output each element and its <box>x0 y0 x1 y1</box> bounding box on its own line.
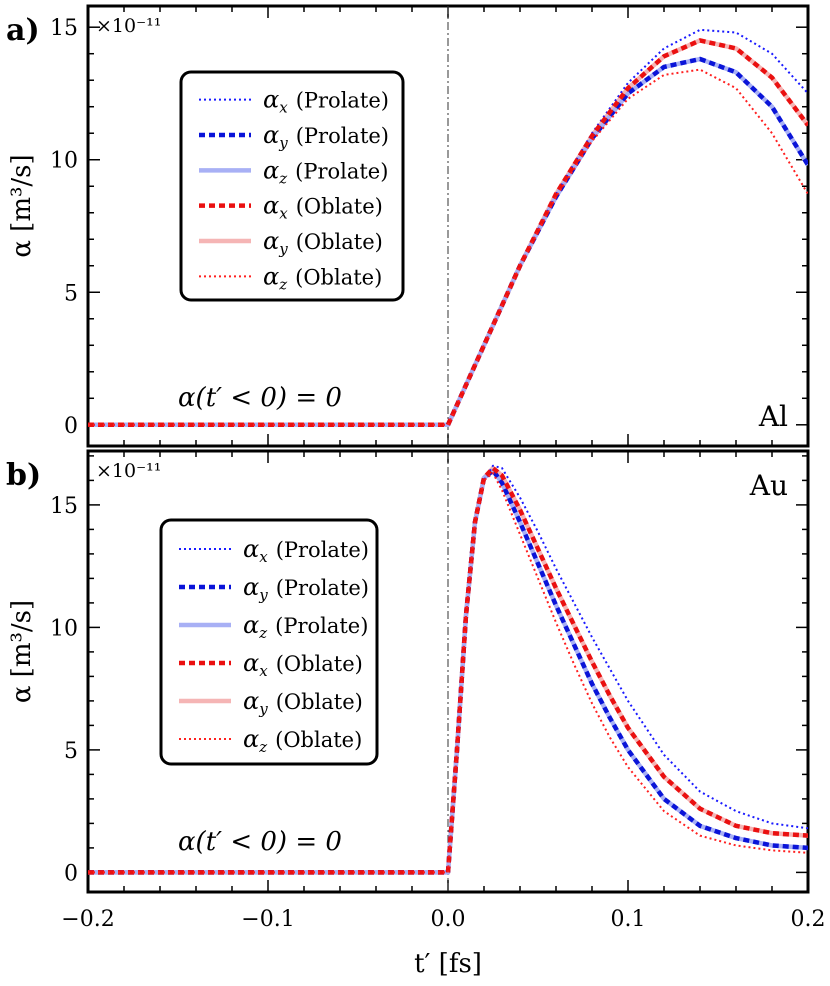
series-line-x-oblate <box>88 38 808 428</box>
legend-shape: (Oblate) <box>296 195 383 219</box>
y-tick-label: 5 <box>64 281 78 306</box>
legend-symbol: α <box>243 535 259 563</box>
legend-subscript: z <box>278 169 287 187</box>
series-lines <box>88 28 808 428</box>
legend-entry: αz (Prolate) <box>263 156 388 187</box>
legend-symbol: α <box>263 192 279 220</box>
y-tick-label: 10 <box>50 149 78 174</box>
legend-subscript: x <box>279 99 288 117</box>
legend-entry: αz (Oblate) <box>263 262 382 293</box>
legend-entry: αz (Oblate) <box>243 725 362 756</box>
legend-entry: αy (Oblate) <box>263 227 383 258</box>
x-axis-label: t′ [fs] <box>414 949 482 979</box>
legend-subscript: x <box>259 548 268 566</box>
legend-symbol: α <box>263 227 279 255</box>
annotation: α(t′ < 0) = 0 <box>178 383 342 413</box>
legend-symbol: α <box>243 687 259 715</box>
legend-subscript: x <box>279 205 288 223</box>
legend-subscript: z <box>258 738 267 756</box>
legend-shape: (Prolate) <box>275 614 368 638</box>
series-lines <box>88 464 808 875</box>
x-tick-label: 0.2 <box>791 907 826 932</box>
legend-symbol: α <box>243 649 259 677</box>
legend-subscript: z <box>278 275 287 293</box>
legend-symbol: α <box>243 611 259 639</box>
series-line-z-oblate <box>88 68 808 426</box>
legend-shape: (Oblate) <box>275 728 362 752</box>
series-line-x-oblate <box>88 465 808 875</box>
legend-subscript: y <box>258 700 268 718</box>
legend-entry: αy (Prolate) <box>263 121 389 152</box>
metal-label: Au <box>749 469 788 502</box>
legend-symbol: α <box>263 86 279 114</box>
y-tick-label: 0 <box>64 861 78 886</box>
legend-shape: (Oblate) <box>276 690 363 714</box>
legend-shape: (Oblate) <box>296 230 383 254</box>
legend-subscript: z <box>258 624 267 642</box>
legend-shape: (Prolate) <box>276 538 369 562</box>
legend-entry: αx (Oblate) <box>263 192 383 223</box>
y-scale-label: ×10⁻¹¹ <box>96 15 161 37</box>
legend: αx (Prolate)αy (Prolate)αz (Prolate)αx (Obla… <box>179 70 405 302</box>
annotation: α(t′ < 0) = 0 <box>178 827 342 857</box>
x-tick-label: −0.2 <box>61 907 114 932</box>
legend-entry: αy (Oblate) <box>243 687 363 718</box>
y-axis-label: α [m³/s] <box>7 600 37 703</box>
legend-symbol: α <box>243 725 259 753</box>
y-tick-label: 10 <box>50 616 78 641</box>
legend-entry: αx (Oblate) <box>243 649 363 680</box>
y-tick-label: 0 <box>64 414 78 439</box>
legend: αx (Prolate)αy (Prolate)αz (Prolate)αx (Obla… <box>159 518 379 766</box>
legend-shape: (Oblate) <box>276 652 363 676</box>
legend-shape: (Prolate) <box>276 576 369 600</box>
panel-label: a) <box>6 13 40 48</box>
legend-subscript: y <box>278 240 288 258</box>
legend-shape: (Prolate) <box>296 89 389 113</box>
legend-subscript: x <box>259 662 268 680</box>
metal-label: Al <box>758 400 788 433</box>
y-scale-label: ×10⁻¹¹ <box>96 460 161 482</box>
y-tick-label: 15 <box>50 494 78 519</box>
legend-entry: αx (Prolate) <box>263 86 389 117</box>
legend-subscript: y <box>258 586 268 604</box>
legend-symbol: α <box>263 262 279 290</box>
legend-subscript: y <box>278 134 288 152</box>
y-tick-label: 5 <box>64 739 78 764</box>
legend-entry: αy (Prolate) <box>243 573 369 604</box>
panel-label: b) <box>6 458 41 493</box>
y-tick-label: 15 <box>50 16 78 41</box>
legend-entry: αz (Prolate) <box>243 611 368 642</box>
x-tick-label: −0.1 <box>241 907 294 932</box>
x-tick-label: 0.1 <box>611 907 646 932</box>
legend-symbol: α <box>263 121 279 149</box>
legend-shape: (Prolate) <box>295 159 388 183</box>
legend-shape: (Oblate) <box>295 265 382 289</box>
legend-symbol: α <box>243 573 259 601</box>
x-tick-label: 0.0 <box>431 907 466 932</box>
legend-entry: αx (Prolate) <box>243 535 369 566</box>
series-line-x-prolate <box>88 28 808 426</box>
panel-b: 0 5 10 15 −0.2 −0.1 0.0 0.1 0.2 t′ [fs] α [m³/s] b)… <box>6 449 826 979</box>
legend-symbol: α <box>263 156 279 184</box>
legend-shape: (Prolate) <box>296 124 389 148</box>
y-axis-label: α [m³/s] <box>7 154 37 257</box>
